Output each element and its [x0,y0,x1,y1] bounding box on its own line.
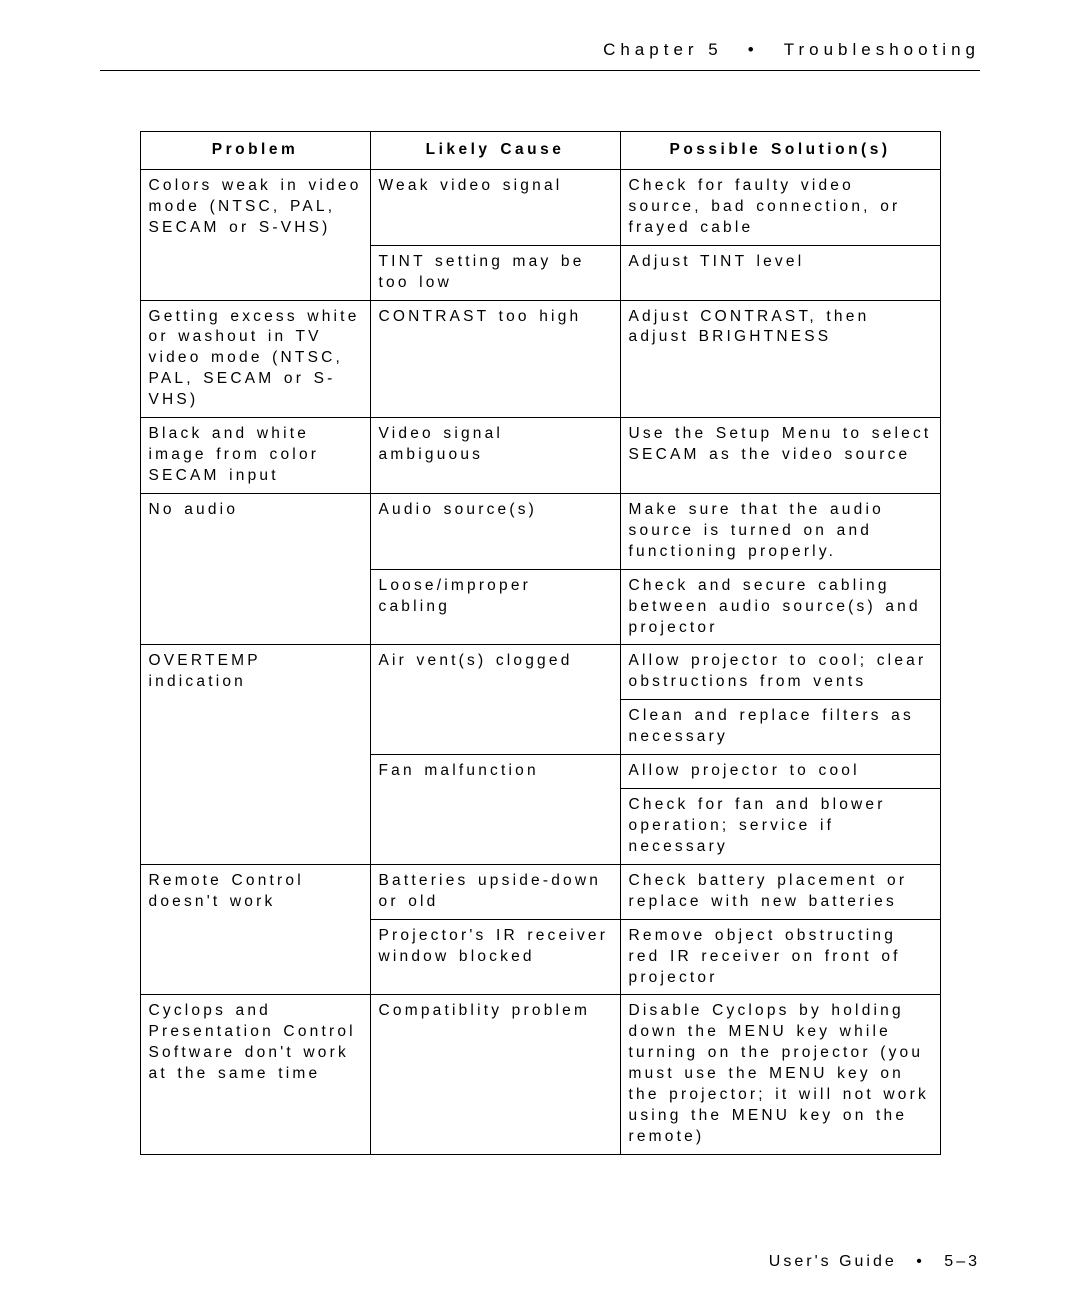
col-header-solution: Possible Solution(s) [620,132,940,170]
table-row: OVERTEMP indicationAir vent(s) cloggedAl… [140,645,940,700]
cell-cause: TINT setting may be too low [370,245,620,300]
col-header-cause: Likely Cause [370,132,620,170]
page-number: 5–3 [944,1253,980,1270]
cell-solution: Remove object obstructing red IR receive… [620,919,940,995]
page-container: Chapter 5 • Troubleshooting Problem Like… [0,0,1080,1195]
cell-solution: Allow projector to cool; clear obstructi… [620,645,940,700]
cell-cause: Batteries upside-down or old [370,864,620,919]
cell-solution: Check for faulty video source, bad conne… [620,169,940,245]
bullet-separator: • [748,40,759,60]
cell-cause: Air vent(s) clogged [370,645,620,755]
cell-problem: Colors weak in video mode (NTSC, PAL, SE… [140,169,370,300]
troubleshooting-table: Problem Likely Cause Possible Solution(s… [140,131,941,1155]
cell-solution: Check for fan and blower operation; serv… [620,789,940,865]
cell-solution: Disable Cyclops by holding down the MENU… [620,995,940,1154]
table-row: Cyclops and Presentation Control Softwar… [140,995,940,1154]
table-row: No audioAudio source(s)Make sure that th… [140,493,940,569]
table-row: Colors weak in video mode (NTSC, PAL, SE… [140,169,940,245]
cell-problem: Getting excess white or washout in TV vi… [140,300,370,418]
bullet-separator: • [916,1253,925,1270]
cell-solution: Check battery placement or replace with … [620,864,940,919]
cell-problem: Remote Control doesn't work [140,864,370,995]
cell-solution: Make sure that the audio source is turne… [620,493,940,569]
cell-cause: CONTRAST too high [370,300,620,418]
page-footer: User's Guide • 5–3 [769,1253,980,1271]
table-row: Black and white image from color SECAM i… [140,418,940,494]
table-header-row: Problem Likely Cause Possible Solution(s… [140,132,940,170]
cell-problem: Black and white image from color SECAM i… [140,418,370,494]
cell-problem: No audio [140,493,370,645]
table-row: Getting excess white or washout in TV vi… [140,300,940,418]
cell-cause: Weak video signal [370,169,620,245]
table-row: Remote Control doesn't workBatteries ups… [140,864,940,919]
cell-cause: Audio source(s) [370,493,620,569]
section-title: Troubleshooting [784,40,980,60]
cell-cause: Projector's IR receiver window blocked [370,919,620,995]
cell-cause: Loose/improper cabling [370,569,620,645]
cell-problem: Cyclops and Presentation Control Softwar… [140,995,370,1154]
cell-solution: Clean and replace filters as necessary [620,700,940,755]
cell-solution: Check and secure cabling between audio s… [620,569,940,645]
chapter-label: Chapter 5 [603,40,723,60]
cell-problem: OVERTEMP indication [140,645,370,864]
cell-cause: Fan malfunction [370,755,620,865]
cell-solution: Adjust TINT level [620,245,940,300]
col-header-problem: Problem [140,132,370,170]
guide-label: User's Guide [769,1253,897,1270]
cell-solution: Adjust CONTRAST, then adjust BRIGHTNESS [620,300,940,418]
cell-cause: Compatiblity problem [370,995,620,1154]
cell-solution: Allow projector to cool [620,755,940,789]
page-header: Chapter 5 • Troubleshooting [100,40,980,71]
table-body: Colors weak in video mode (NTSC, PAL, SE… [140,169,940,1154]
cell-cause: Video signal ambiguous [370,418,620,494]
cell-solution: Use the Setup Menu to select SECAM as th… [620,418,940,494]
